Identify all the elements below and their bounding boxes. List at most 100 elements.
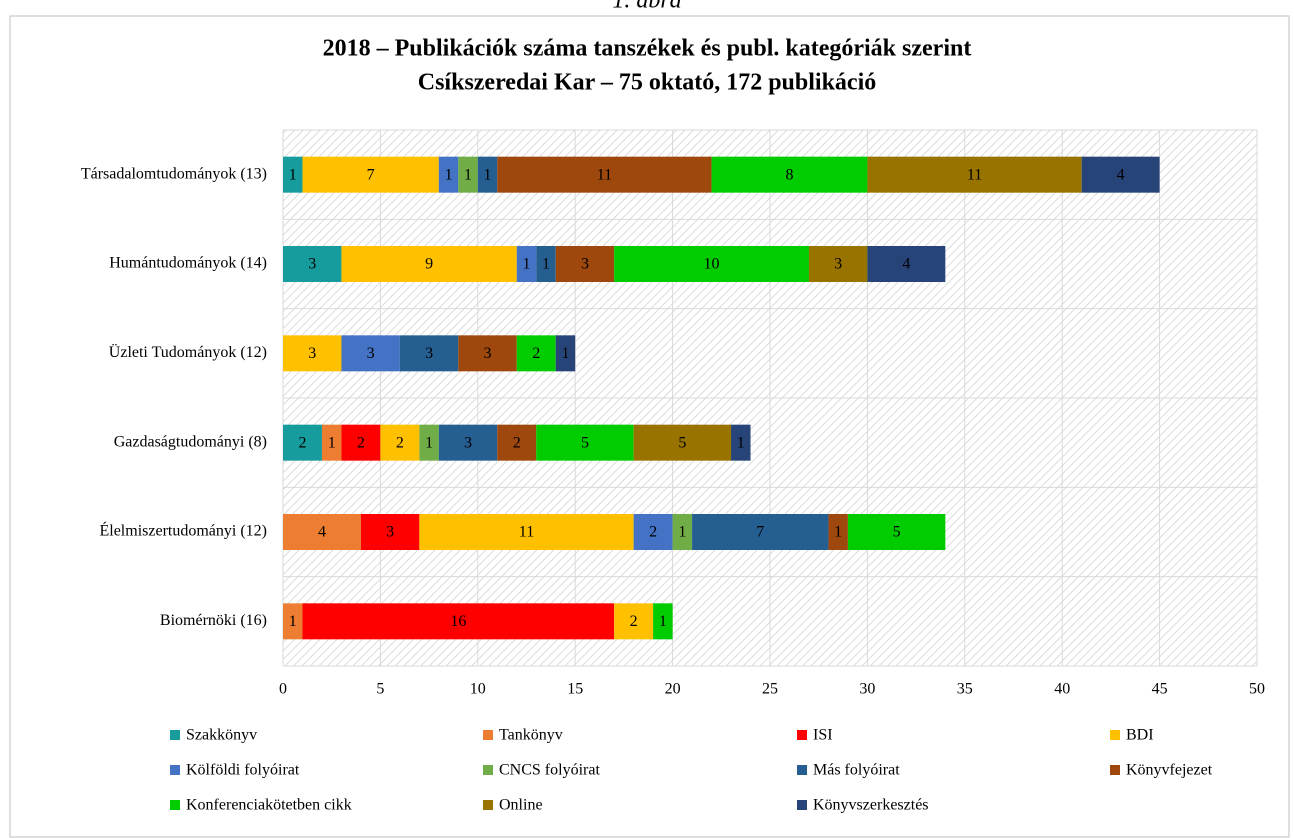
bar-segment — [341, 335, 400, 372]
value-label: 3 — [425, 345, 433, 362]
bar-segment — [731, 424, 751, 461]
value-label: 3 — [367, 345, 375, 362]
bar-segment — [419, 514, 634, 550]
value-label: 1 — [289, 613, 297, 630]
value-label: 4 — [318, 524, 326, 541]
bar-segment — [497, 424, 537, 461]
legend-label: Könyvszerkesztés — [813, 797, 929, 814]
x-tick-label: 30 — [859, 681, 875, 698]
value-label: 1 — [542, 256, 550, 273]
bar-segment — [497, 156, 712, 193]
bar-segment — [283, 514, 361, 550]
value-label: 1 — [484, 166, 492, 183]
value-label: 1 — [328, 434, 336, 451]
value-label: 3 — [386, 524, 394, 541]
bar-segment — [536, 246, 556, 282]
bar-segment — [828, 514, 848, 550]
bar-segment — [1081, 156, 1160, 193]
legend-label: Más folyóirat — [813, 762, 900, 779]
bar-segment — [302, 603, 615, 640]
bar-segment — [438, 424, 498, 461]
bar-segment — [653, 603, 673, 640]
x-tick-label: 50 — [1249, 681, 1265, 698]
legend-swatch — [170, 765, 180, 775]
bar-segment — [536, 424, 634, 461]
legend-label: Tankönyv — [499, 727, 563, 744]
bar-segment — [321, 424, 342, 461]
value-label: 3 — [581, 256, 589, 273]
value-label: 2 — [357, 434, 365, 451]
bar-segment — [633, 514, 673, 550]
x-tick-label: 35 — [957, 681, 973, 698]
value-label: 1 — [425, 434, 433, 451]
bar-segment — [283, 335, 342, 372]
value-label: 3 — [834, 256, 842, 273]
value-label: 3 — [484, 345, 492, 362]
value-label: 9 — [425, 256, 433, 273]
bar-segment — [458, 335, 517, 372]
y-tick-label: Üzleti Tudományok (12) — [109, 343, 267, 361]
legend-label: Konferenciakötetben cikk — [186, 797, 352, 814]
value-label: 1 — [737, 434, 745, 451]
legend-swatch — [483, 765, 493, 775]
legend-swatch — [797, 765, 807, 775]
value-label: 1 — [523, 256, 531, 273]
value-label: 7 — [367, 166, 375, 183]
value-label: 11 — [519, 524, 534, 541]
chart-subtitle: Csíkszeredai Kar – 75 oktató, 172 publik… — [418, 70, 876, 96]
value-label: 3 — [308, 345, 316, 362]
x-tick-label: 0 — [279, 681, 287, 698]
bar-segment — [438, 156, 459, 193]
bar-segment — [847, 514, 946, 550]
value-label: 1 — [659, 613, 667, 630]
bar-segment — [867, 156, 1082, 193]
x-tick-label: 15 — [567, 681, 583, 698]
bar-segment — [711, 156, 868, 193]
bar-segment — [283, 603, 303, 640]
value-label: 3 — [308, 256, 316, 273]
legend-swatch — [170, 800, 180, 810]
value-label: 5 — [678, 434, 686, 451]
y-tick-label: Élelmiszertudományi (12) — [99, 521, 267, 540]
x-tick-label: 10 — [470, 681, 486, 698]
caption: 1. ábra — [612, 0, 681, 14]
legend-swatch — [1110, 730, 1120, 740]
bar-segment — [399, 335, 459, 372]
bar-segment — [614, 246, 809, 282]
bar-segment — [555, 246, 615, 282]
value-label: 2 — [630, 613, 638, 630]
value-label: 1 — [289, 166, 297, 183]
y-tick-label: Humántudományok (14) — [109, 255, 267, 272]
bar-segment — [360, 514, 420, 550]
value-label: 3 — [464, 434, 472, 451]
value-label: 10 — [704, 256, 720, 273]
legend-label: Online — [499, 797, 543, 814]
value-label: 1 — [678, 524, 686, 541]
bar-segment — [458, 156, 478, 193]
value-label: 4 — [902, 256, 910, 273]
legend-label: BDI — [1126, 727, 1154, 744]
chart-title: 2018 – Publikációk száma tanszékek és pu… — [323, 36, 972, 62]
value-label: 2 — [532, 345, 540, 362]
bar-segment — [380, 424, 420, 461]
value-label: 2 — [396, 434, 404, 451]
legend-label: Kölföldi folyóirat — [186, 762, 300, 779]
y-tick-label: Biomérnöki (16) — [160, 612, 267, 629]
legend-swatch — [797, 730, 807, 740]
value-label: 4 — [1117, 166, 1125, 183]
value-label: 11 — [597, 166, 612, 183]
bar-segment — [614, 603, 654, 640]
bar-segment — [692, 514, 829, 550]
value-label: 5 — [581, 434, 589, 451]
value-label: 8 — [785, 166, 793, 183]
bar-segment — [283, 424, 322, 461]
bar-segment — [341, 246, 517, 282]
legend-label: ISI — [813, 727, 833, 744]
legend-label: CNCS folyóirat — [499, 762, 600, 779]
bar-segment — [341, 424, 381, 461]
bar-segment — [808, 246, 868, 282]
y-tick-label: Gazdaságtudományi (8) — [114, 433, 267, 450]
value-label: 1 — [834, 524, 842, 541]
bar-segment — [516, 246, 537, 282]
